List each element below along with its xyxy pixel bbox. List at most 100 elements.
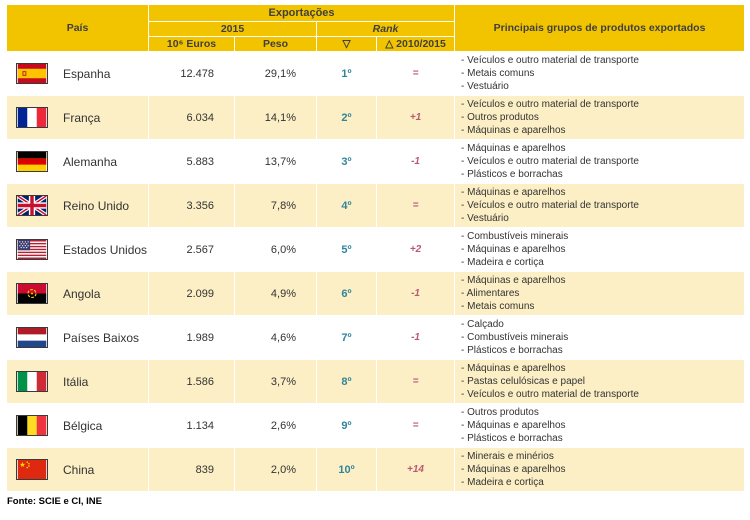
rank-value: 1º bbox=[316, 51, 377, 96]
country-name: França bbox=[63, 110, 101, 125]
product-item: Alimentares bbox=[461, 287, 740, 300]
table-row-italia: Itália 1.586 3,7% 8º = Máquinas e aparel… bbox=[6, 359, 746, 404]
products-cell: Máquinas e aparelhos Pastas celulósicas … bbox=[454, 359, 746, 404]
product-item: Máquinas e aparelhos bbox=[461, 362, 740, 375]
exports-value: 1.134 bbox=[148, 403, 235, 448]
products-cell: Máquinas e aparelhos Veículos e outro ma… bbox=[454, 183, 746, 228]
header-pais: País bbox=[6, 4, 149, 52]
product-item: Vestuário bbox=[461, 80, 740, 93]
product-item: Veículos e outro material de transporte bbox=[461, 54, 740, 67]
product-item: Plásticos e borrachas bbox=[461, 168, 740, 181]
product-item: Máquinas e aparelhos bbox=[461, 274, 740, 287]
table-row-china: China 839 2,0% 10º +14 Minerais e minéri… bbox=[6, 447, 746, 492]
rank-value: 9º bbox=[316, 403, 377, 448]
rank-value: 6º bbox=[316, 271, 377, 316]
product-item: Outros produtos bbox=[461, 406, 740, 419]
product-item: Combustíveis minerais bbox=[461, 331, 740, 344]
table-header: País Exportações Principais grupos de pr… bbox=[6, 4, 746, 52]
germany-flag-icon bbox=[16, 151, 48, 172]
product-item: Veículos e outro material de transporte bbox=[461, 388, 740, 401]
table-row-franca: França 6.034 14,1% 2º +1 Veículos e outr… bbox=[6, 95, 746, 140]
product-item: Máquinas e aparelhos bbox=[461, 186, 740, 199]
product-item: Veículos e outro material de transporte bbox=[461, 155, 740, 168]
table-row-espanha: Espanha 12.478 29,1% 1º = Veículos e out… bbox=[6, 51, 746, 96]
italy-flag-icon bbox=[16, 371, 48, 392]
weight-value: 7,8% bbox=[234, 183, 317, 228]
products-cell: Máquinas e aparelhos Veículos e outro ma… bbox=[454, 139, 746, 184]
rank-change-value: +14 bbox=[375, 447, 456, 492]
rank-change-value: +1 bbox=[375, 95, 456, 140]
exports-value: 1.586 bbox=[148, 359, 235, 404]
weight-value: 2,6% bbox=[234, 403, 317, 448]
country-name: Espanha bbox=[63, 66, 111, 81]
rank-value: 3º bbox=[316, 139, 377, 184]
product-item: Veículos e outro material de transporte bbox=[461, 98, 740, 111]
product-item: Vestuário bbox=[461, 212, 740, 225]
products-cell: Veículos e outro material de transporte … bbox=[454, 51, 746, 96]
weight-value: 13,7% bbox=[234, 139, 317, 184]
rank-value: 4º bbox=[316, 183, 377, 228]
header-euros: 10⁶ Euros bbox=[148, 36, 235, 52]
rank-change-value: = bbox=[375, 183, 456, 228]
exports-value: 3.356 bbox=[148, 183, 235, 228]
products-cell: Máquinas e aparelhos Alimentares Metais … bbox=[454, 271, 746, 316]
product-item: Máquinas e aparelhos bbox=[461, 142, 740, 155]
rank-change-value: -1 bbox=[375, 271, 456, 316]
uk-flag-icon bbox=[16, 195, 48, 216]
rank-change-value: -1 bbox=[375, 315, 456, 360]
exports-value: 5.883 bbox=[148, 139, 235, 184]
table-row-angola: Angola 2.099 4,9% 6º -1 Máquinas e apare… bbox=[6, 271, 746, 316]
table-row-paises-baixos: Países Baixos 1.989 4,6% 7º -1 Calçado C… bbox=[6, 315, 746, 360]
exports-value: 12.478 bbox=[148, 51, 235, 96]
exports-value: 2.099 bbox=[148, 271, 235, 316]
usa-flag-icon bbox=[16, 239, 48, 260]
product-item: Metais comuns bbox=[461, 67, 740, 80]
product-item: Metais comuns bbox=[461, 300, 740, 313]
rank-down-triangle-icon: ▽ bbox=[316, 36, 377, 52]
products-cell: Outros produtos Máquinas e aparelhos Plá… bbox=[454, 403, 746, 448]
rank-change-value: = bbox=[375, 51, 456, 96]
country-name: Estados Unidos bbox=[63, 242, 148, 257]
rank-change-value: = bbox=[375, 359, 456, 404]
exports-table: País Exportações Principais grupos de pr… bbox=[6, 4, 746, 492]
rank-value: 7º bbox=[316, 315, 377, 360]
weight-value: 4,6% bbox=[234, 315, 317, 360]
rank-change-value: +2 bbox=[375, 227, 456, 272]
product-item: Plásticos e borrachas bbox=[461, 344, 740, 357]
weight-value: 4,9% bbox=[234, 271, 317, 316]
table-row-alemanha: Alemanha 5.883 13,7% 3º -1 Máquinas e ap… bbox=[6, 139, 746, 184]
product-item: Minerais e minérios bbox=[461, 450, 740, 463]
products-cell: Veículos e outro material de transporte … bbox=[454, 95, 746, 140]
exports-value: 6.034 bbox=[148, 95, 235, 140]
product-item: Outros produtos bbox=[461, 111, 740, 124]
country-name: Reino Unido bbox=[63, 198, 130, 213]
product-item: Veículos e outro material de transporte bbox=[461, 199, 740, 212]
header-products: Principais grupos de produtos exportados bbox=[454, 4, 746, 52]
weight-value: 14,1% bbox=[234, 95, 317, 140]
product-item: Máquinas e aparelhos bbox=[461, 243, 740, 256]
product-item: Pastas celulósicas e papel bbox=[461, 375, 740, 388]
weight-value: 2,0% bbox=[234, 447, 317, 492]
table-row-estados-unidos: Estados Unidos 2.567 6,0% 5º +2 Combustí… bbox=[6, 227, 746, 272]
country-name: Angola bbox=[63, 286, 101, 301]
china-flag-icon bbox=[16, 459, 48, 480]
country-name: Bélgica bbox=[63, 418, 103, 433]
angola-flag-icon bbox=[16, 283, 48, 304]
table-row-belgica: Bélgica 1.134 2,6% 9º = Outros produtos … bbox=[6, 403, 746, 448]
source-note: Fonte: SCIE e CI, INE bbox=[7, 496, 103, 507]
exports-value: 2.567 bbox=[148, 227, 235, 272]
country-name: Itália bbox=[63, 374, 89, 389]
table-row-reino-unido: Reino Unido 3.356 7,8% 4º = Máquinas e a… bbox=[6, 183, 746, 228]
product-item: Plásticos e borrachas bbox=[461, 432, 740, 445]
country-name: China bbox=[63, 462, 95, 477]
products-cell: Minerais e minérios Máquinas e aparelhos… bbox=[454, 447, 746, 492]
rank-change-value: = bbox=[375, 403, 456, 448]
weight-value: 29,1% bbox=[234, 51, 317, 96]
rank-value: 10º bbox=[316, 447, 377, 492]
country-name: Países Baixos bbox=[63, 330, 140, 345]
weight-value: 3,7% bbox=[234, 359, 317, 404]
header-rank-change-2010-2015: △ 2010/2015 bbox=[375, 36, 456, 52]
france-flag-icon bbox=[16, 107, 48, 128]
rank-value: 5º bbox=[316, 227, 377, 272]
